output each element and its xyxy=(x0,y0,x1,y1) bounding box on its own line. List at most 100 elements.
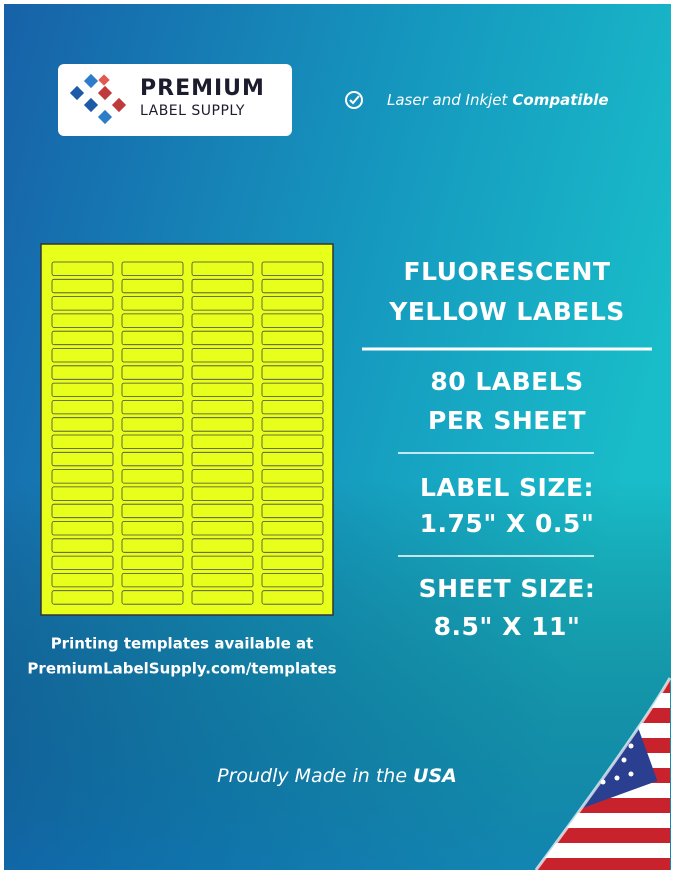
check-icon xyxy=(345,91,363,109)
flag-star xyxy=(628,743,634,749)
footer-emphasis: USA xyxy=(413,765,457,787)
label-cell xyxy=(191,434,254,449)
label-cell xyxy=(51,296,114,311)
label-cell xyxy=(121,348,184,363)
logo-box xyxy=(58,64,292,136)
label-cell xyxy=(191,451,254,467)
flag-stripe xyxy=(536,858,670,870)
label-cell xyxy=(261,330,324,346)
spec-label-size: LABEL SIZE: xyxy=(420,473,594,502)
label-cell xyxy=(121,330,184,346)
spec-count: PER SHEET xyxy=(428,406,586,435)
label-cell xyxy=(51,503,114,519)
label-cell xyxy=(191,573,254,588)
label-cell xyxy=(191,555,254,570)
label-cell xyxy=(121,278,184,294)
label-cell xyxy=(191,330,254,346)
spec-title: YELLOW LABELS xyxy=(388,297,625,326)
spec-sheet-size: 8.5" X 11" xyxy=(434,612,581,641)
label-cell xyxy=(261,469,324,484)
label-cell xyxy=(261,348,324,363)
label-cell xyxy=(121,313,184,328)
label-cell xyxy=(261,399,324,415)
label-cell xyxy=(191,417,254,432)
label-cell xyxy=(121,382,184,398)
flag-star xyxy=(621,757,627,763)
label-cell xyxy=(261,538,324,553)
curl-edge xyxy=(534,677,672,871)
label-cell xyxy=(261,278,324,294)
label-cell xyxy=(121,486,184,501)
label-cell xyxy=(51,348,114,363)
label-cell xyxy=(191,590,254,605)
label-cell xyxy=(51,261,114,276)
badge-emphasis: Compatible xyxy=(512,91,608,109)
check-mark xyxy=(349,95,360,105)
label-cell xyxy=(261,555,324,570)
label-cell xyxy=(51,451,114,467)
label-cell xyxy=(261,417,324,432)
label-cell xyxy=(191,521,254,536)
label-cell xyxy=(51,434,114,449)
label-cell xyxy=(121,434,184,449)
label-cell xyxy=(51,382,114,398)
badge: Laser and Inkjet Compatible xyxy=(387,91,609,109)
templates-url: PremiumLabelSupply.com/templates xyxy=(27,660,336,678)
footer-text: Proudly Made in the xyxy=(217,765,407,787)
label-cell xyxy=(51,417,114,432)
label-cell xyxy=(121,365,184,380)
label-cell xyxy=(51,555,114,570)
templates-line: Printing templates available at xyxy=(51,635,314,653)
label-cell xyxy=(191,313,254,328)
label-cell xyxy=(191,503,254,519)
label-cell xyxy=(191,365,254,380)
logo-brand: PREMIUM xyxy=(140,76,265,101)
label-cell xyxy=(191,382,254,398)
flag-stripe xyxy=(536,843,670,858)
label-cell xyxy=(261,296,324,311)
label-cell xyxy=(51,365,114,380)
badge-text: Laser and Inkjet xyxy=(387,91,509,109)
label-cell xyxy=(191,296,254,311)
label-cell xyxy=(261,486,324,501)
label-cell xyxy=(261,261,324,276)
label-cell xyxy=(261,573,324,588)
label-sheet xyxy=(40,243,334,616)
label-cell xyxy=(191,399,254,415)
label-cell xyxy=(121,503,184,519)
label-cell xyxy=(261,382,324,398)
label-cell xyxy=(191,348,254,363)
label-cell xyxy=(51,313,114,328)
label-cell xyxy=(191,538,254,553)
label-cell xyxy=(191,469,254,484)
spec-title: FLUORESCENT xyxy=(404,257,611,286)
label-cell xyxy=(51,399,114,415)
spec-count: 80 LABELS xyxy=(430,367,583,396)
label-cell xyxy=(121,417,184,432)
label-cell xyxy=(121,261,184,276)
label-cell xyxy=(261,503,324,519)
label-cell xyxy=(51,538,114,553)
label-cell xyxy=(121,521,184,536)
label-cell xyxy=(121,590,184,605)
label-cell xyxy=(121,451,184,467)
label-cell xyxy=(51,469,114,484)
flag-stripe xyxy=(536,828,670,843)
label-cell xyxy=(121,573,184,588)
label-cell xyxy=(191,261,254,276)
label-cell xyxy=(121,538,184,553)
label-cell xyxy=(51,330,114,346)
label-cell xyxy=(261,590,324,605)
label-cell xyxy=(51,573,114,588)
label-cell xyxy=(121,399,184,415)
label-cell xyxy=(191,278,254,294)
label-cell xyxy=(51,486,114,501)
label-cell xyxy=(261,434,324,449)
spec-sheet-size: SHEET SIZE: xyxy=(419,574,596,603)
spec-label-size: 1.75" X 0.5" xyxy=(420,509,595,538)
label-cell xyxy=(191,486,254,501)
flag-star xyxy=(628,771,634,777)
label-cell xyxy=(51,521,114,536)
label-cell xyxy=(261,521,324,536)
